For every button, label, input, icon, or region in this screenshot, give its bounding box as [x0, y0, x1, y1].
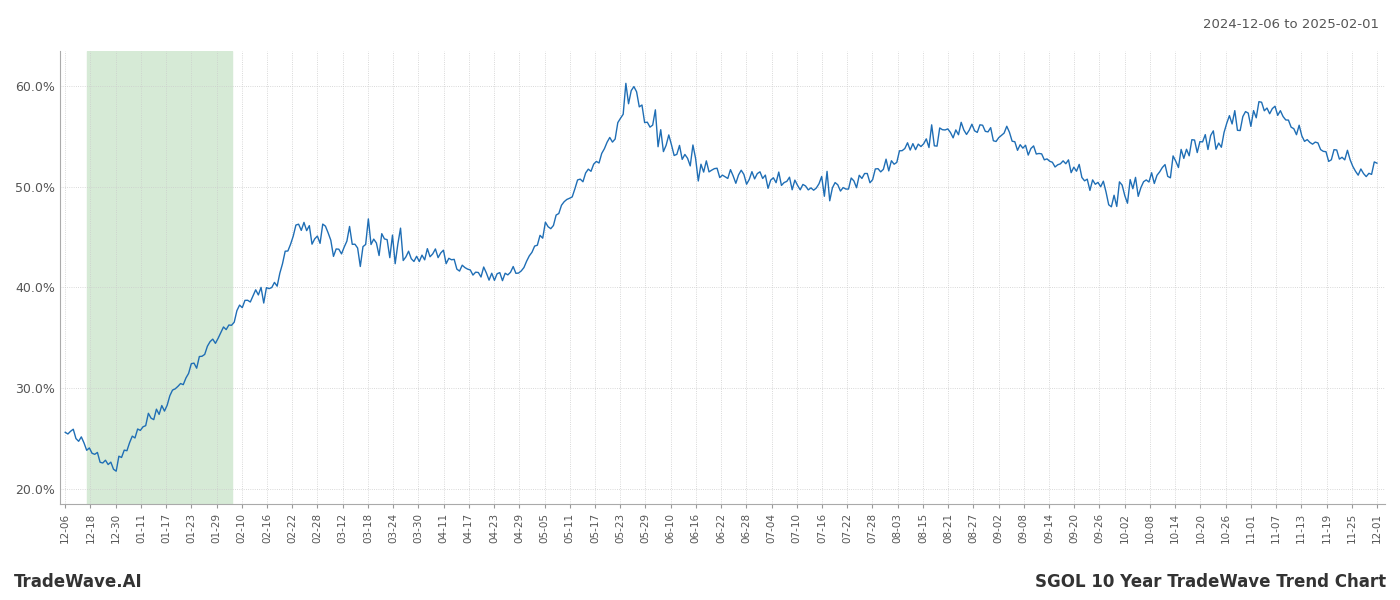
Text: SGOL 10 Year TradeWave Trend Chart: SGOL 10 Year TradeWave Trend Chart — [1035, 573, 1386, 591]
Text: TradeWave.AI: TradeWave.AI — [14, 573, 143, 591]
Text: 2024-12-06 to 2025-02-01: 2024-12-06 to 2025-02-01 — [1203, 18, 1379, 31]
Bar — [87, 51, 231, 504]
